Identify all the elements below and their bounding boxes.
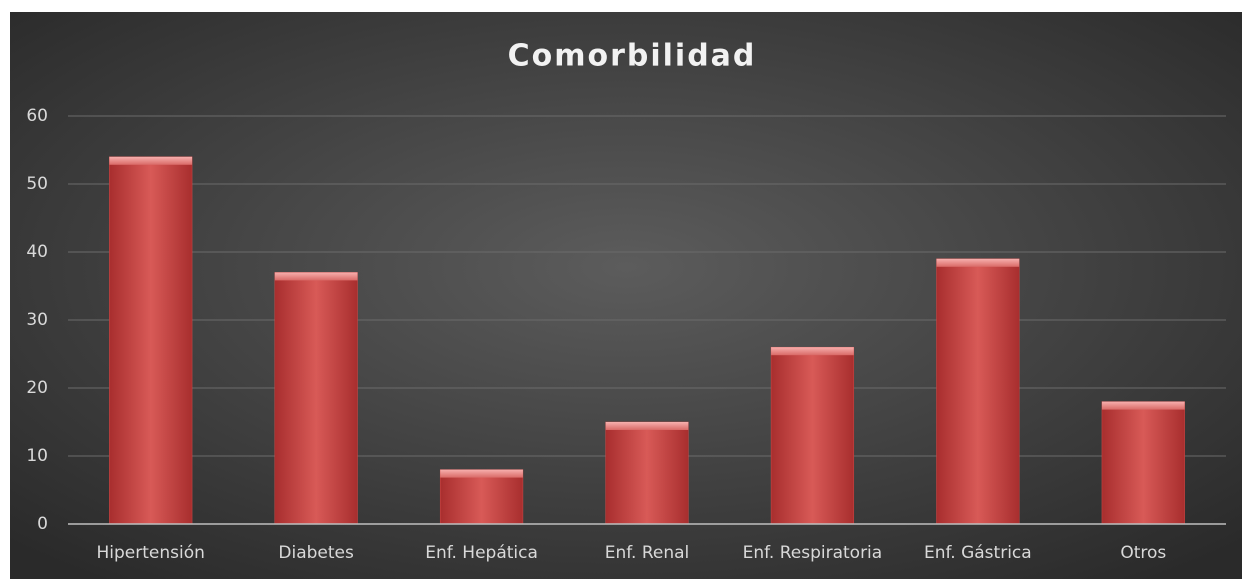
x-tick-label: Enf. Gástrica [924,543,1032,563]
bar-cap [109,156,193,165]
bar-cap [936,258,1020,267]
x-tick-label: Diabetes [278,543,354,563]
bar-cap [440,469,523,478]
bar-cap [605,422,689,430]
y-tick-label: 40 [26,242,48,262]
bar [770,346,855,525]
bar [605,421,689,525]
bar [274,272,358,525]
y-tick-label: 30 [26,310,48,330]
x-tick-label: Enf. Respiratoria [743,543,883,563]
bar-cap [771,347,854,356]
bar [936,258,1020,525]
bar [109,156,193,525]
bar-cap [274,272,358,281]
bar [1101,401,1185,525]
x-tick-label: Hipertensión [97,543,205,563]
y-tick-label: 60 [26,106,48,126]
chart-title: Comorbilidad [508,39,757,74]
x-tick-label: Enf. Hepática [425,543,538,563]
bar-cap [1101,401,1185,410]
y-tick-label: 0 [37,514,48,534]
x-tick-label: Otros [1120,543,1166,563]
y-tick-label: 50 [26,174,48,194]
bar [439,469,524,525]
y-tick-label: 20 [26,378,48,398]
y-tick-label: 10 [26,446,48,466]
x-tick-label: Enf. Renal [605,543,690,563]
